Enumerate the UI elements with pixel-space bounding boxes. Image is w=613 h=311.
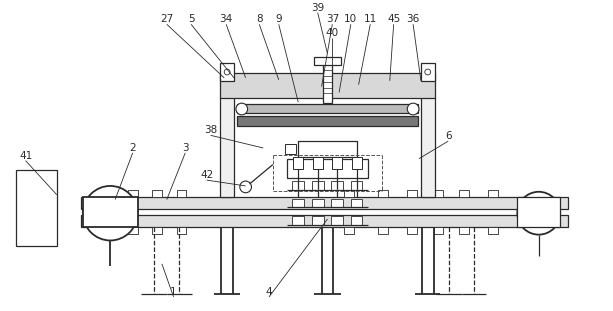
Bar bbox=[378, 227, 388, 234]
Bar bbox=[177, 190, 186, 197]
Bar bbox=[459, 227, 468, 234]
Bar bbox=[322, 61, 332, 103]
Text: 45: 45 bbox=[387, 14, 400, 24]
Text: 2: 2 bbox=[129, 143, 136, 153]
Bar bbox=[128, 190, 137, 197]
Bar bbox=[152, 190, 162, 197]
Text: 41: 41 bbox=[19, 151, 32, 160]
Circle shape bbox=[101, 203, 120, 223]
Text: 3: 3 bbox=[182, 143, 189, 153]
Bar bbox=[517, 197, 560, 227]
Bar bbox=[152, 227, 162, 234]
Bar bbox=[220, 73, 435, 98]
Bar bbox=[312, 199, 324, 207]
Bar bbox=[332, 181, 343, 190]
Circle shape bbox=[240, 181, 251, 193]
Bar bbox=[344, 190, 354, 197]
Text: 5: 5 bbox=[188, 14, 194, 24]
Bar bbox=[488, 190, 498, 197]
Bar bbox=[294, 157, 303, 169]
Bar bbox=[83, 197, 137, 227]
Bar bbox=[292, 181, 304, 190]
Text: 6: 6 bbox=[445, 131, 452, 141]
Bar bbox=[284, 144, 296, 154]
Text: 40: 40 bbox=[326, 28, 339, 38]
Bar bbox=[220, 63, 234, 81]
Bar bbox=[421, 97, 435, 197]
Circle shape bbox=[236, 103, 248, 115]
Bar bbox=[351, 181, 362, 190]
Bar bbox=[421, 63, 435, 81]
Bar bbox=[292, 216, 304, 225]
Bar bbox=[433, 190, 443, 197]
Bar bbox=[177, 227, 186, 234]
Text: 37: 37 bbox=[326, 14, 339, 24]
Text: 34: 34 bbox=[219, 14, 233, 24]
Text: 39: 39 bbox=[311, 2, 324, 13]
Bar bbox=[433, 227, 443, 234]
Text: 4: 4 bbox=[265, 287, 272, 297]
Text: 10: 10 bbox=[345, 14, 357, 24]
Bar bbox=[378, 190, 388, 197]
Bar bbox=[314, 58, 341, 65]
Bar bbox=[81, 215, 568, 227]
Text: 9: 9 bbox=[275, 14, 282, 24]
Bar bbox=[351, 199, 362, 207]
Bar bbox=[128, 227, 137, 234]
Bar bbox=[344, 227, 354, 234]
Bar bbox=[407, 190, 417, 197]
Bar bbox=[313, 157, 322, 169]
Bar bbox=[292, 199, 304, 207]
Bar bbox=[16, 170, 57, 246]
Bar bbox=[312, 181, 324, 190]
Circle shape bbox=[83, 186, 137, 240]
Text: 36: 36 bbox=[406, 14, 420, 24]
Circle shape bbox=[425, 69, 431, 75]
Text: 11: 11 bbox=[364, 14, 377, 24]
Bar bbox=[237, 104, 418, 113]
Text: 27: 27 bbox=[160, 14, 173, 24]
Bar bbox=[81, 197, 568, 209]
Bar bbox=[298, 141, 357, 157]
Bar bbox=[459, 190, 468, 197]
Bar bbox=[220, 97, 234, 197]
Bar bbox=[312, 216, 324, 225]
Text: 1: 1 bbox=[170, 287, 177, 297]
Circle shape bbox=[517, 192, 560, 234]
Bar bbox=[351, 216, 362, 225]
Bar bbox=[286, 159, 368, 178]
Circle shape bbox=[224, 69, 230, 75]
Circle shape bbox=[407, 103, 419, 115]
Text: 42: 42 bbox=[200, 170, 213, 180]
Text: 8: 8 bbox=[256, 14, 262, 24]
Bar bbox=[488, 227, 498, 234]
Text: 38: 38 bbox=[204, 125, 217, 135]
Bar bbox=[352, 157, 362, 169]
Bar bbox=[237, 116, 418, 126]
Bar bbox=[332, 199, 343, 207]
Bar bbox=[332, 216, 343, 225]
Bar bbox=[332, 157, 342, 169]
Bar bbox=[407, 227, 417, 234]
